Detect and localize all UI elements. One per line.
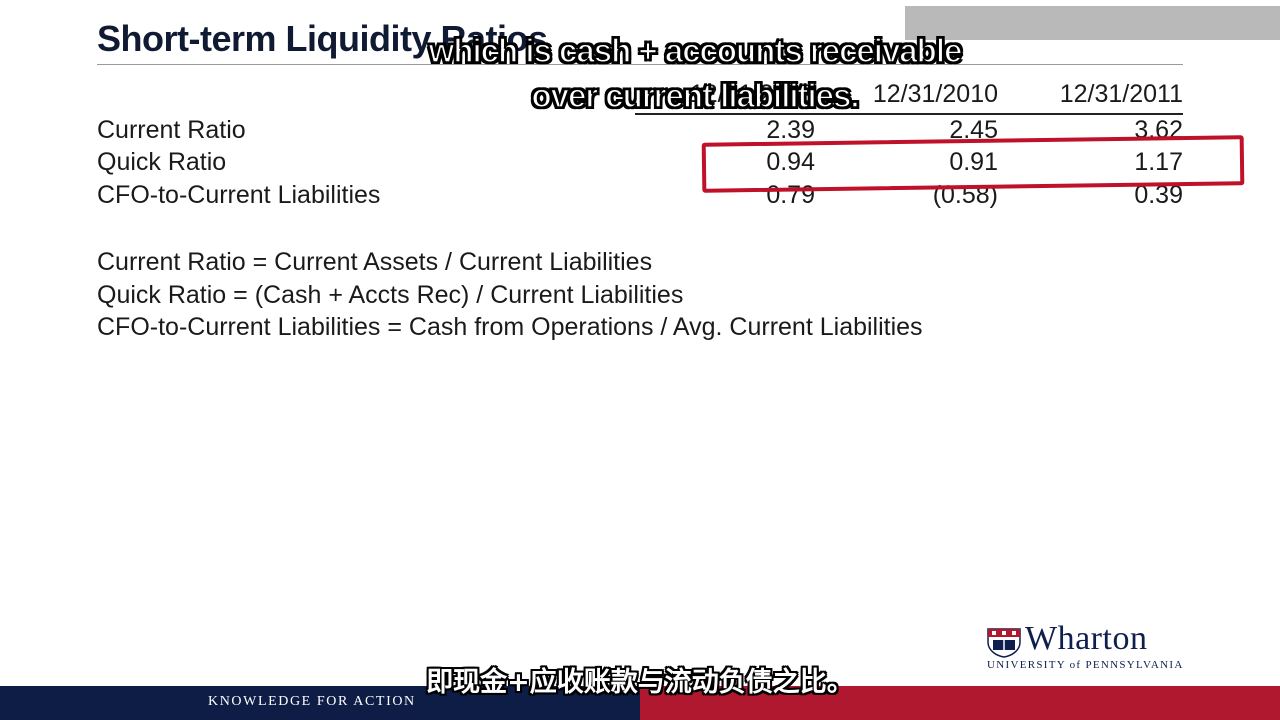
row-label-quick-ratio: Quick Ratio — [97, 148, 227, 176]
header-underline — [635, 113, 1183, 115]
table-cell: 3.62 — [1134, 116, 1183, 144]
row-label-cfo-to-current-liabilities: CFO-to-Current Liabilities — [97, 181, 381, 209]
quick-ratio-highlight-box — [701, 135, 1245, 193]
slide-title: Short-term Liquidity Ratios — [97, 18, 548, 59]
formula-cfo-to-current-liabilities: CFO-to-Current Liabilities = Cash from O… — [97, 313, 923, 341]
formula-current-ratio: Current Ratio = Current Assets / Current… — [97, 248, 653, 276]
top-gray-bar — [905, 6, 1280, 40]
table-cell: 2.45 — [949, 116, 998, 144]
logo-subtitle: UNIVERSITY of PENNSYLVANIA — [987, 659, 1184, 671]
footer-tagline: KNOWLEDGE FOR ACTION — [208, 694, 416, 709]
logo-wordmark: Wharton — [1025, 620, 1148, 657]
column-header-2009: 12/31/2009 — [689, 80, 815, 108]
table-cell: 0.91 — [949, 148, 998, 176]
table-cell: 1.17 — [1134, 148, 1183, 176]
footer-navy-band — [0, 686, 640, 720]
column-header-2011: 12/31/2011 — [1059, 80, 1183, 108]
penn-shield-icon — [987, 628, 1021, 658]
english-subtitle-line-2: over current liabilities. — [531, 76, 861, 115]
footer-red-band — [640, 686, 1280, 720]
table-cell: 0.79 — [766, 181, 815, 209]
table-cell: 2.39 — [766, 116, 815, 144]
english-subtitle: which is cash + accounts receivable over… — [300, 28, 1090, 118]
table-cell: 0.94 — [766, 148, 815, 176]
formula-quick-ratio: Quick Ratio = (Cash + Accts Rec) / Curre… — [97, 281, 684, 309]
title-divider — [97, 64, 1183, 65]
english-subtitle-line-1: which is cash + accounts receivable — [428, 31, 963, 70]
row-label-current-ratio: Current Ratio — [97, 116, 246, 144]
table-cell: 0.39 — [1134, 181, 1183, 209]
chinese-subtitle: 即现金+应收账款与流动负债之比。 — [426, 667, 854, 698]
column-header-2010: 12/31/2010 — [872, 80, 998, 108]
wharton-logo: Wharton UNIVERSITY of PENNSYLVANIA — [987, 620, 1192, 672]
table-cell: (0.58) — [932, 181, 998, 209]
